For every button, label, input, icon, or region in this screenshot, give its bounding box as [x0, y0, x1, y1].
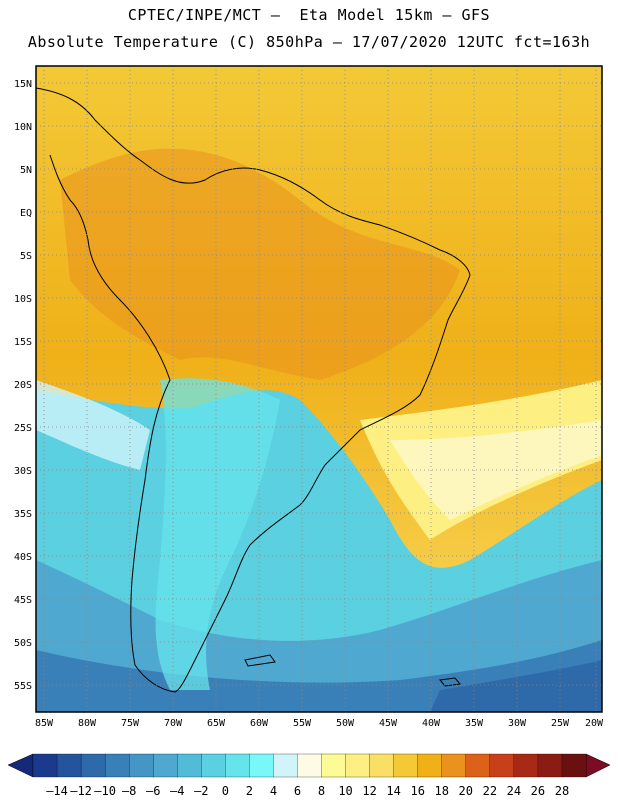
- colorbar-label: 0: [222, 784, 229, 798]
- lon-label: 60W: [250, 718, 269, 729]
- colorbar-swatch: [104, 753, 130, 778]
- colorbar-swatch: [441, 753, 467, 778]
- lat-label: EQ: [20, 208, 32, 219]
- colorbar-label: 16: [410, 784, 424, 798]
- colorbar-swatch: [153, 753, 178, 778]
- colorbar-swatch: [393, 753, 419, 778]
- colorbar-label: 24: [507, 784, 521, 798]
- colorbar-label: 6: [294, 784, 301, 798]
- lat-label: 55S: [14, 681, 32, 692]
- lat-label: 15N: [14, 79, 32, 90]
- lon-label: 40W: [422, 718, 441, 729]
- colorbar-swatch: [297, 753, 322, 778]
- map-title: CPTEC/INPE/MCT – Eta Model 15km – GFS: [127, 6, 491, 24]
- lat-label: 25S: [14, 423, 32, 434]
- colorbar-label: 22: [483, 784, 497, 798]
- lon-label: 45W: [379, 718, 398, 729]
- colorbar-swatch: [417, 753, 443, 778]
- lon-label: 55W: [293, 718, 312, 729]
- colorbar-swatch: [80, 753, 106, 778]
- colorbar-swatch: [369, 753, 395, 778]
- colorbar-label: –12: [70, 784, 92, 798]
- colorbar-label: 12: [362, 784, 376, 798]
- colorbar-swatch: [513, 753, 539, 778]
- lat-label: 15S: [14, 337, 32, 348]
- lon-label: 65W: [207, 718, 226, 729]
- colorbar-swatch: [225, 753, 250, 778]
- colorbar-low-arrow: [7, 753, 34, 778]
- lon-label: 20W: [585, 718, 604, 729]
- lon-label: 30W: [508, 718, 527, 729]
- lon-label: 35W: [465, 718, 484, 729]
- lat-label: 10N: [14, 122, 32, 133]
- colorbar-label: –6: [146, 784, 160, 798]
- lon-label: 70W: [164, 718, 183, 729]
- lon-axis: 85W 80W 75W 70W 65W 60W 55W 50W 45W 40W …: [35, 718, 604, 729]
- lat-label: 10S: [14, 294, 32, 305]
- lon-label: 50W: [336, 718, 355, 729]
- colorbar-label: 20: [459, 784, 473, 798]
- lat-label: 40S: [14, 552, 32, 563]
- lon-label: 85W: [35, 718, 54, 729]
- lat-axis: 15N 10N 5N EQ 5S 10S 15S 20S 25S 30S 35S…: [14, 79, 32, 692]
- colorbar-label: –14: [46, 784, 68, 798]
- colorbar-swatch: [489, 753, 515, 778]
- lon-label: 25W: [551, 718, 570, 729]
- map-subtitle: Absolute Temperature (C) 850hPa – 17/07/…: [27, 33, 591, 51]
- lat-label: 20S: [14, 380, 32, 391]
- lat-label: 45S: [14, 595, 32, 606]
- colorbar-label: 18: [435, 784, 449, 798]
- colorbar-swatch: [465, 753, 491, 778]
- colorbar-swatch: [321, 753, 347, 778]
- colorbar-label: 8: [318, 784, 325, 798]
- lat-label: 5S: [20, 251, 32, 262]
- colorbar-label: –8: [122, 784, 136, 798]
- temperature-field: [36, 66, 602, 712]
- colorbar-swatch: [345, 753, 371, 778]
- colorbar-label: 14: [386, 784, 400, 798]
- coastline: [36, 87, 471, 693]
- colorbar-swatch: [201, 753, 226, 778]
- colorbar-label: 4: [270, 784, 277, 798]
- lon-label: 75W: [121, 718, 140, 729]
- colorbar-label: –4: [170, 784, 184, 798]
- colorbar-label: 28: [555, 784, 569, 798]
- map-frame: [35, 65, 603, 713]
- colorbar-swatch: [129, 753, 154, 778]
- colorbar-label: 26: [531, 784, 545, 798]
- lon-label: 80W: [78, 718, 97, 729]
- colorbar-label: 2: [246, 784, 253, 798]
- colorbar: –14 –12 –10 –8 –6 –4 –2 0 2 4 6 8 10 12 14 16 18 20 22 24 26…: [7, 753, 611, 798]
- lat-label: 35S: [14, 509, 32, 520]
- colorbar-label: 10: [338, 784, 352, 798]
- colorbar-high-arrow: [585, 753, 611, 778]
- colorbar-swatch: [273, 753, 298, 778]
- colorbar-label: –2: [194, 784, 208, 798]
- lat-label: 50S: [14, 638, 32, 649]
- colorbar-swatch: [177, 753, 202, 778]
- colorbar-swatch: [32, 753, 58, 778]
- colorbar-swatch: [537, 753, 563, 778]
- lat-label: 30S: [14, 466, 32, 477]
- lat-label: 5N: [20, 165, 32, 176]
- colorbar-swatch: [249, 753, 274, 778]
- colorbar-label: –10: [94, 784, 116, 798]
- colorbar-swatch: [561, 753, 587, 778]
- colorbar-swatch: [56, 753, 82, 778]
